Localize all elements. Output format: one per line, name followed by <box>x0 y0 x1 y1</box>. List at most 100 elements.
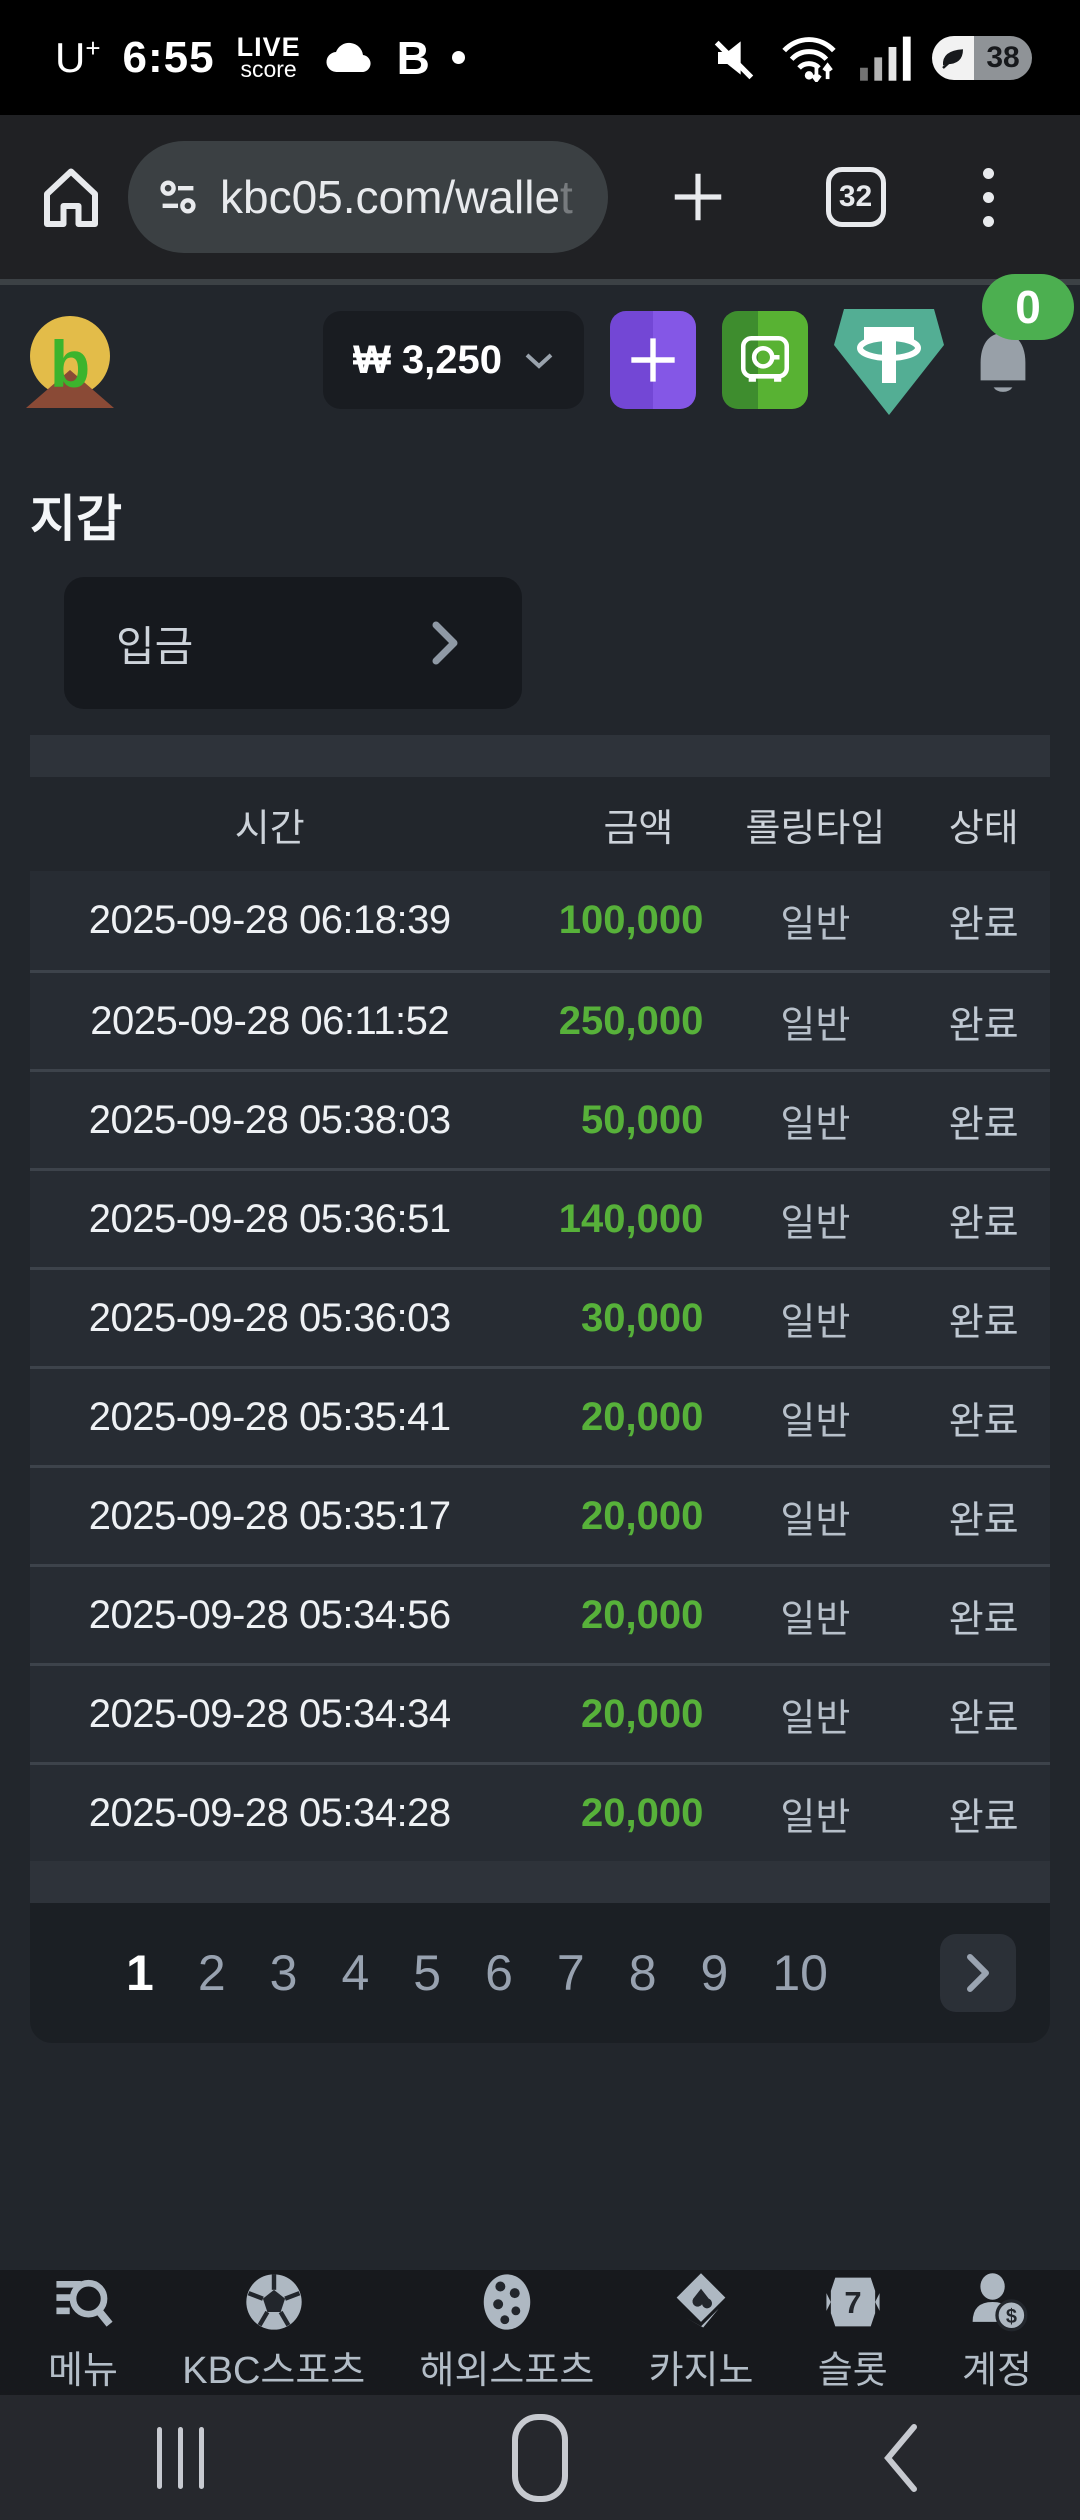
status-cell: 완료 <box>948 1400 1019 1443</box>
status-cell: 완료 <box>948 1796 1019 1839</box>
nav-slots[interactable]: 7 슬롯 <box>808 2271 898 2394</box>
page-number-2[interactable]: 2 <box>197 1945 226 2001</box>
url-bar[interactable]: kbc05.com/wallet <box>128 141 608 253</box>
page-number-8[interactable]: 8 <box>628 1945 657 2001</box>
table-header-row: 시간 금액 롤링타입 상태 <box>30 777 1050 871</box>
page-number-9[interactable]: 9 <box>700 1945 729 2001</box>
browser-menu-button[interactable] <box>982 167 994 227</box>
carrier-plus: + <box>85 33 101 63</box>
rolling-cell: 일반 <box>780 1301 851 1344</box>
table-row: 2025-09-28 05:35:17 20,000 일반 완료 <box>30 1465 1050 1564</box>
table-bottom-strip <box>30 1861 1050 1903</box>
deposit-history-table: 시간 금액 롤링타입 상태 2025-09-28 06:18:39 100,000… <box>30 735 1050 2043</box>
amount-cell: 50,000 <box>581 1097 704 1142</box>
bell-icon <box>980 333 1026 392</box>
deposit-button[interactable]: 입금 <box>64 577 522 709</box>
bottom-navigation: 메뉴 KBC스포츠 해외스포츠 <box>0 2270 1080 2395</box>
page-number-1[interactable]: 1 <box>126 1945 154 2001</box>
page-number-4[interactable]: 4 <box>341 1945 370 2001</box>
plus-icon <box>631 338 675 382</box>
chevron-right-icon <box>967 1954 989 1992</box>
vault-button[interactable] <box>722 311 808 409</box>
time-cell: 2025-09-28 05:34:34 <box>88 1691 451 1736</box>
status-cell: 완료 <box>948 1103 1019 1146</box>
menu-search-icon <box>56 2279 113 2327</box>
notification-dot-icon <box>451 51 465 64</box>
tab-switcher-button[interactable]: 32 <box>825 167 886 227</box>
amount-cell: 140,000 <box>558 1196 704 1241</box>
table-row: 2025-09-28 05:34:34 20,000 일반 완료 <box>30 1663 1050 1762</box>
status-cell: 완료 <box>948 904 1019 946</box>
nav-label: KBC스포츠 <box>182 2350 366 2392</box>
nav-label: 카지노 <box>648 2350 754 2392</box>
battery-saver-leaf-icon <box>932 35 974 80</box>
status-cell: 완료 <box>948 1004 1019 1047</box>
spotted-ball-icon <box>483 2274 531 2330</box>
rolling-cell: 일반 <box>780 1400 851 1443</box>
page-number-7[interactable]: 7 <box>556 1945 585 2001</box>
page-number-3[interactable]: 3 <box>269 1945 298 2001</box>
site-logo[interactable]: b <box>26 312 114 408</box>
browser-home-button[interactable] <box>28 161 114 233</box>
amount-cell: 20,000 <box>581 1691 704 1736</box>
amount-cell: 250,000 <box>558 998 704 1043</box>
nav-account[interactable]: $ 계정 <box>952 2271 1042 2394</box>
carrier-label: U+ <box>55 33 101 81</box>
notifications-button[interactable]: 0 <box>970 274 1074 408</box>
recents-button[interactable] <box>0 2426 360 2489</box>
browser-actions: 32 <box>608 166 1052 228</box>
site-header: b ₩ 3,250 <box>0 274 1080 435</box>
home-button[interactable] <box>360 2413 720 2502</box>
nav-label: 해외스포츠 <box>419 2350 595 2392</box>
time-cell: 2025-09-28 05:38:03 <box>88 1097 451 1142</box>
page-number-6[interactable]: 6 <box>485 1945 513 2001</box>
site-settings-icon <box>160 180 196 214</box>
deposit-table-body: 2025-09-28 06:18:39 100,000 일반 완료 2025-09-28… <box>30 871 1050 1861</box>
table-row: 2025-09-28 05:36:03 30,000 일반 완료 <box>30 1267 1050 1366</box>
browser-toolbar: kbc05.com/wallet 32 <box>0 115 1080 285</box>
time-cell: 2025-09-28 05:36:03 <box>88 1295 451 1340</box>
new-tab-button[interactable] <box>667 166 729 228</box>
page-number-10[interactable]: 10 <box>772 1945 828 2001</box>
slot-seven-icon: 7 <box>826 2277 880 2327</box>
table-row: 2025-09-28 05:34:56 20,000 일반 완료 <box>30 1564 1050 1663</box>
logo-mound <box>26 370 114 408</box>
soccer-ball-icon <box>246 2274 302 2330</box>
time-cell: 2025-09-28 05:35:41 <box>88 1394 451 1439</box>
time-cell: 2025-09-28 05:34:56 <box>88 1592 451 1637</box>
page-title: 지갑 <box>30 491 122 547</box>
time-cell: 2025-09-28 05:34:28 <box>88 1790 451 1835</box>
amount-cell: 30,000 <box>581 1295 704 1340</box>
battery-indicator: 38 <box>932 35 1032 80</box>
nav-overseas-sports[interactable]: 해외스포츠 <box>419 2271 595 2394</box>
next-page-button[interactable] <box>940 1934 1016 2012</box>
deposit-plus-button[interactable] <box>610 311 696 409</box>
page-number-5[interactable]: 5 <box>413 1945 442 2001</box>
account-dollar-icon: $ <box>972 2273 1028 2332</box>
balance-dropdown[interactable]: ₩ 3,250 <box>323 311 584 409</box>
amount-cell: 20,000 <box>581 1493 704 1538</box>
home-icon <box>512 2413 568 2502</box>
tether-icon <box>834 309 944 415</box>
status-left: U+ 6:55 LIVE score B <box>55 31 465 85</box>
time-cell: 2025-09-28 06:18:39 <box>88 898 451 942</box>
chevron-right-icon <box>432 621 458 665</box>
nav-label: 계정 <box>962 2350 1032 2392</box>
svg-text:7: 7 <box>844 2285 861 2320</box>
amount-cell: 20,000 <box>581 1790 704 1835</box>
rolling-cell: 일반 <box>780 1697 851 1740</box>
notification-badge: 0 <box>982 274 1074 340</box>
livescore-app-icon: LIVE score <box>236 31 301 83</box>
status-cell: 완료 <box>948 1598 1019 1641</box>
table-row: 2025-09-28 05:38:03 50,000 일반 완료 <box>30 1069 1050 1168</box>
header-rolling-type: 롤링타입 <box>745 807 886 850</box>
header-status: 상태 <box>948 807 1019 850</box>
nav-label: 슬롯 <box>817 2350 888 2392</box>
nav-casino[interactable]: 카지노 <box>648 2271 754 2394</box>
nav-kbc-sports[interactable]: KBC스포츠 <box>182 2271 365 2394</box>
back-icon <box>884 2423 917 2492</box>
amount-cell: 20,000 <box>581 1394 704 1439</box>
back-button[interactable] <box>720 2421 1080 2495</box>
tether-button[interactable] <box>834 301 944 419</box>
nav-menu[interactable]: 메뉴 <box>38 2271 128 2394</box>
